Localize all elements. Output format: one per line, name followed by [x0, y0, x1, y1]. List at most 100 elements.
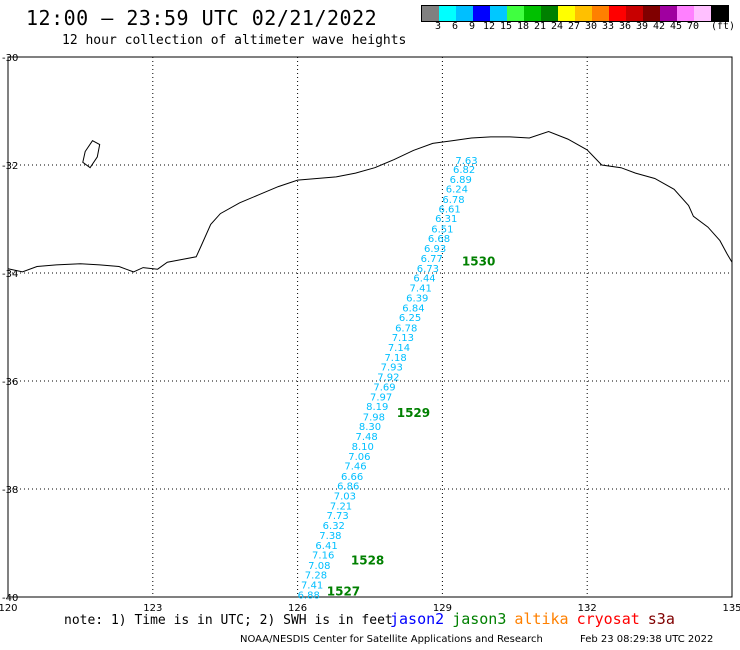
wave-height-value: 6.31 — [435, 214, 457, 225]
wave-height-value: 6.82 — [453, 165, 475, 176]
legend-label: 6 — [451, 21, 459, 32]
coastline — [7, 130, 733, 273]
lon-tick-label: 129 — [433, 603, 452, 614]
legend-swatch — [456, 6, 473, 21]
pass-time-label: 1528 — [351, 554, 384, 568]
legend-swatch — [694, 6, 711, 21]
lat-tick-label: -30 — [2, 53, 18, 64]
wave-height-value: 7.16 — [312, 551, 334, 562]
lon-tick-label: 126 — [288, 603, 307, 614]
wave-height-value: 7.63 — [455, 156, 477, 167]
legend-label: 24 — [550, 21, 564, 32]
legend-swatch — [439, 6, 456, 21]
legend-swatch — [422, 6, 439, 21]
wave-height-value: 8.10 — [352, 442, 374, 453]
wave-height-value: 6.73 — [417, 264, 439, 275]
wave-height-value: 7.03 — [334, 491, 356, 502]
legend-label: 27 — [567, 21, 581, 32]
lat-tick-label: -36 — [2, 377, 18, 388]
wave-height-value: 6.66 — [341, 472, 363, 483]
wave-height-value: 7.28 — [305, 571, 327, 582]
wave-height-value: 7.08 — [308, 561, 330, 572]
lat-tick-label: -32 — [2, 161, 18, 172]
legend-swatch — [677, 6, 694, 21]
wave-height-value: 6.89 — [450, 175, 472, 186]
wave-height-value: 6.25 — [399, 313, 421, 324]
legend-swatch — [626, 6, 643, 21]
wave-height-value: 6.84 — [402, 303, 424, 314]
legend-label: 18 — [516, 21, 530, 32]
lat-tick-label: -34 — [2, 269, 18, 280]
legend-swatch — [660, 6, 677, 21]
wave-height-value: 7.73 — [327, 511, 349, 522]
satellite-legend: jason2 jason3 altika cryosat s3a — [390, 610, 683, 628]
pass-time-label: 1530 — [462, 254, 495, 268]
wave-height-value: 6.24 — [446, 185, 468, 196]
legend-swatch — [507, 6, 524, 21]
legend-label: 70 — [686, 21, 700, 32]
satellite-name: cryosat — [576, 610, 640, 628]
page-subtitle: 12 hour collection of altimeter wave hei… — [62, 33, 407, 48]
legend-label: 12 — [482, 21, 496, 32]
wave-height-value: 6.93 — [424, 244, 446, 255]
lat-tick-label: -40 — [2, 593, 18, 604]
pass-time-label: 1529 — [397, 406, 430, 420]
lon-tick-label: 132 — [578, 603, 597, 614]
legend-swatch — [575, 6, 592, 21]
wave-height-color-legend — [421, 5, 729, 22]
wave-height-value: 6.77 — [421, 254, 443, 265]
wave-height-value: 6.68 — [428, 234, 450, 245]
satellite-name: altika — [514, 610, 569, 628]
wave-height-value: 7.97 — [370, 392, 392, 403]
lat-tick-label: -38 — [2, 485, 18, 496]
legend-label: 42 — [652, 21, 666, 32]
legend-unit: (ft) — [711, 21, 736, 32]
credit-org: NOAA/NESDIS Center for Satellite Applica… — [240, 634, 543, 645]
wave-height-value: 6.39 — [406, 294, 428, 305]
wave-height-value: 7.21 — [330, 502, 352, 513]
lon-tick-label: 135 — [722, 603, 740, 614]
legend-label: 15 — [499, 21, 513, 32]
wave-height-value: 7.93 — [381, 363, 403, 374]
satellite-name: s3a — [647, 610, 675, 628]
wave-height-value: 7.92 — [377, 372, 399, 383]
wave-height-value: 7.13 — [392, 333, 414, 344]
legend-label: 45 — [669, 21, 683, 32]
legend-label: 39 — [635, 21, 649, 32]
credit-timestamp: Feb 23 08:29:38 UTC 2022 — [580, 634, 714, 645]
legend-swatch — [473, 6, 490, 21]
satellite-name: jason2 — [390, 610, 445, 628]
wave-height-value: 7.48 — [355, 432, 377, 443]
wave-height-value: 6.44 — [413, 274, 435, 285]
wave-height-value: 7.06 — [348, 452, 370, 463]
wave-height-value: 6.61 — [439, 205, 461, 216]
legend-swatch — [490, 6, 507, 21]
wave-height-value: 7.41 — [410, 283, 432, 294]
legend-swatch — [541, 6, 558, 21]
wave-height-value: 6.88 — [298, 591, 320, 602]
wave-height-value: 7.98 — [363, 412, 385, 423]
page-title: 12:00 – 23:59 UTC 02/21/2022 — [26, 6, 378, 30]
wave-height-value: 8.30 — [359, 422, 381, 433]
legend-label: 30 — [584, 21, 598, 32]
legend-swatch — [524, 6, 541, 21]
legend-label: 3 — [434, 21, 442, 32]
legend-swatch — [592, 6, 609, 21]
wave-height-value: 7.18 — [384, 353, 406, 364]
pass-time-label: 1527 — [327, 584, 360, 598]
wave-height-value: 6.86 — [337, 482, 359, 493]
wave-height-value: 6.78 — [442, 195, 464, 206]
island-outline — [82, 140, 101, 169]
wave-height-value: 7.38 — [319, 531, 341, 542]
legend-label: 21 — [533, 21, 547, 32]
wave-height-value: 7.14 — [388, 343, 410, 354]
legend-swatch — [711, 6, 728, 21]
wave-height-value: 6.41 — [315, 541, 337, 552]
wave-height-value: 7.46 — [344, 462, 366, 473]
legend-swatch — [609, 6, 626, 21]
legend-swatch — [643, 6, 660, 21]
legend-label: 9 — [468, 21, 476, 32]
legend-label: 36 — [618, 21, 632, 32]
map-frame — [7, 56, 733, 598]
